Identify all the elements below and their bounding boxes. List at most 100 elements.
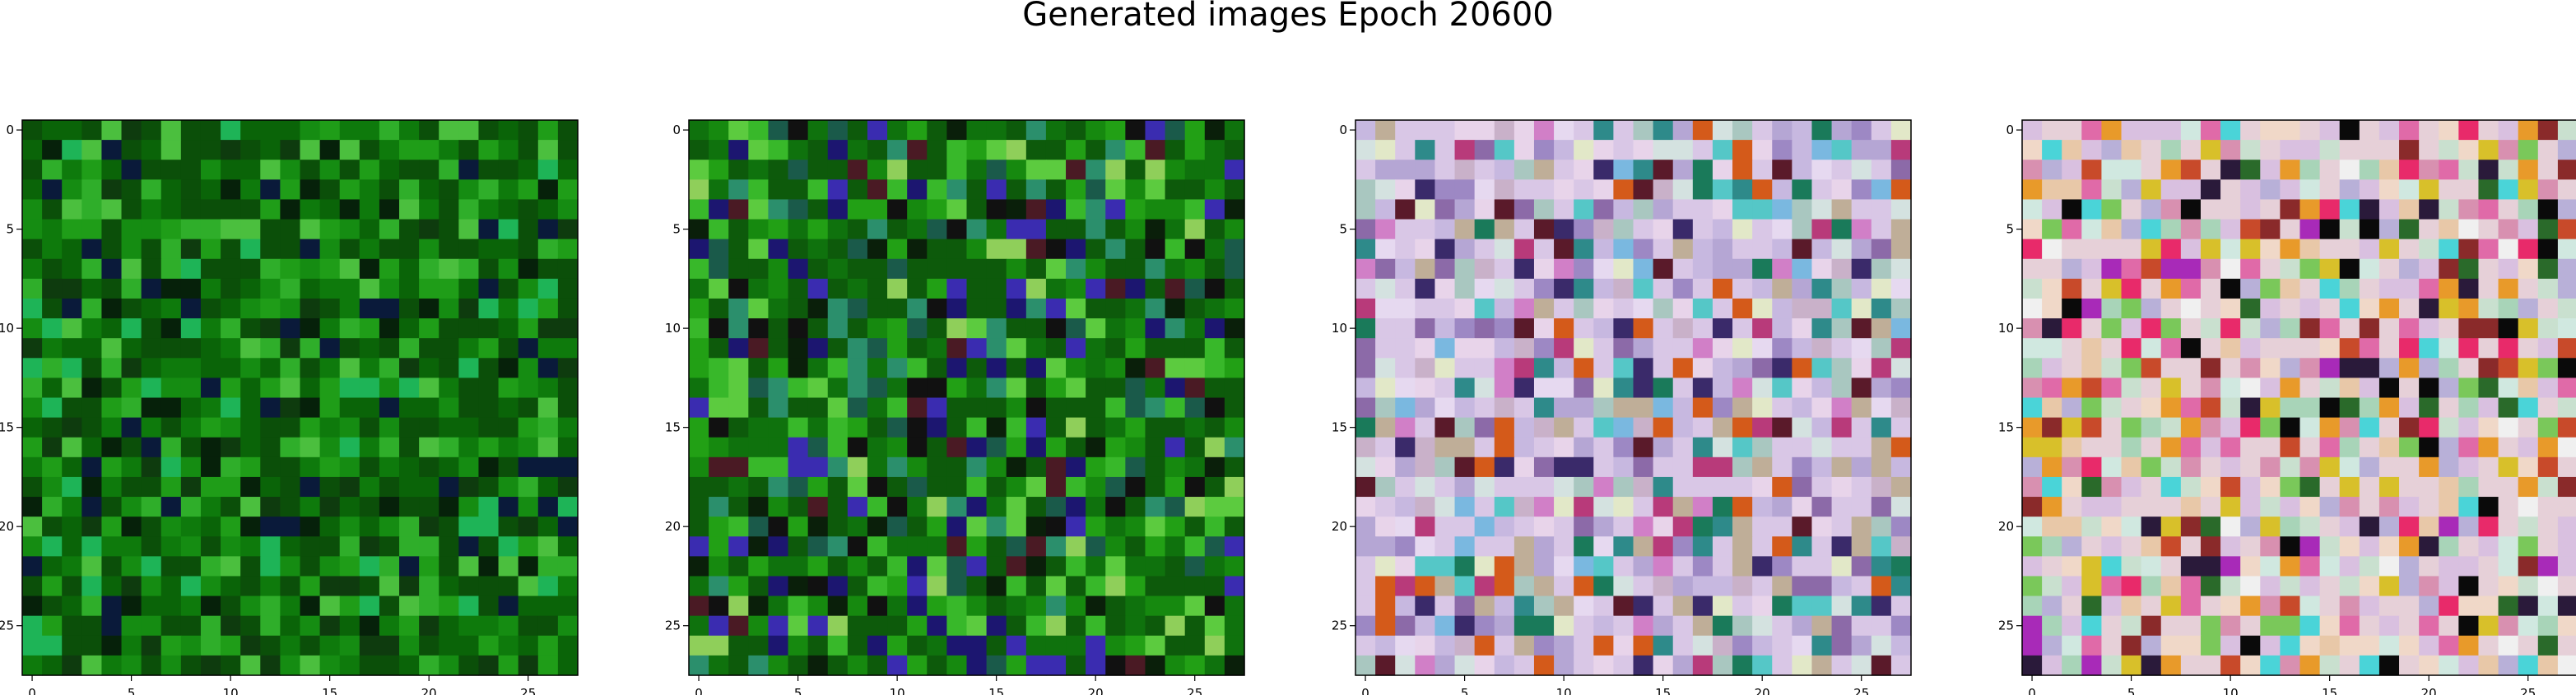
image-pixel [887,536,908,557]
image-pixel [458,358,480,378]
image-pixel [160,437,182,458]
image-pixel [946,298,968,319]
image-pixel [537,318,559,339]
image-pixel [319,219,341,240]
image-pixel [2339,179,2360,201]
image-pixel [2180,556,2202,577]
image-pixel [1890,199,1912,220]
image-pixel [2220,318,2241,339]
image-pixel [1514,199,1535,220]
image-pixel [101,120,123,141]
image-pixel [1204,338,1225,359]
image-pixel [2280,298,2301,319]
image-pixel [807,298,829,319]
image-pixel [1593,179,1614,201]
image-pixel [827,595,849,617]
image-pixel [2042,576,2062,597]
image-pixel [788,239,809,260]
image-pixel [1653,556,1674,577]
image-pixel [2319,576,2341,597]
image-pixel [339,595,360,617]
image-pixel [200,258,221,280]
image-pixel [81,120,103,141]
image-pixel [689,278,709,299]
image-pixel [1494,199,1515,220]
image-pixel [1494,378,1515,399]
image-pixel [867,278,888,299]
image-pixel [1514,358,1535,378]
image-pixel [2121,615,2142,637]
image-pixel [2260,160,2281,180]
image-pixel [2022,258,2043,280]
image-pixel [1514,278,1535,299]
image-pixel [439,298,459,319]
image-pixel [1434,536,1456,557]
image-pixel [439,655,459,676]
image-pixel [339,536,360,557]
image-pixel [2399,120,2420,141]
x-tick-label: 5 [2127,686,2136,695]
image-pixel [2022,318,2043,339]
image-pixel [2399,239,2420,260]
image-pixel [240,199,261,220]
image-pixel [1415,120,1436,141]
image-pixel [847,278,868,299]
image-pixel [1574,517,1594,537]
image-pixel [2220,476,2241,498]
image-pixel [160,298,182,319]
image-pixel [807,615,829,637]
image-pixel [1692,595,1713,617]
image-pixel [788,497,809,517]
image-pixel [1125,120,1146,141]
image-pixel [160,556,182,577]
image-pixel [1434,338,1456,359]
image-pixel [1732,358,1753,378]
image-pixel [2359,298,2380,319]
image-pixel [1224,239,1245,260]
image-pixel [1772,219,1793,240]
image-pixel [1712,437,1733,458]
image-pixel [1224,417,1245,438]
image-pixel [1395,199,1416,220]
image-pixel [101,556,123,577]
image-pixel [1871,199,1892,220]
image-pixel [1454,278,1476,299]
image-pixel [1831,258,1853,280]
image-pixel [1672,456,1694,478]
image-pixel [1554,437,1574,458]
image-pixel [1593,140,1614,160]
image-pixel [260,160,281,180]
image-pixel [439,258,459,280]
image-pixel [81,576,103,597]
image-pixel [2537,615,2559,637]
image-pixel [2081,556,2103,577]
image-pixel [260,278,281,299]
image-pixel [2537,497,2559,517]
image-pixel [1672,517,1694,537]
image-pixel [1395,278,1416,299]
image-pixel [200,635,221,656]
image-pixel [2101,655,2123,676]
image-pixel [439,239,459,260]
image-pixel [180,437,202,458]
image-pixel [1355,635,1376,656]
image-pixel [927,417,947,438]
image-pixel [1871,655,1892,676]
image-pixel [2299,517,2321,537]
image-pixel [458,258,480,280]
image-pixel [62,179,82,201]
image-pixel [2339,140,2360,160]
image-pixel [260,615,281,637]
image-pixel [557,397,579,419]
image-pixel [339,517,360,537]
image-pixel [1125,338,1146,359]
image-pixel [927,635,947,656]
image-pixel [748,456,770,478]
image-pixel [827,160,849,180]
image-pixel [1692,397,1713,419]
image-pixel [1006,179,1027,201]
image-pixel [2180,517,2202,537]
image-pixel [498,338,519,359]
image-pixel [1672,576,1694,597]
image-pixel [1415,556,1436,577]
